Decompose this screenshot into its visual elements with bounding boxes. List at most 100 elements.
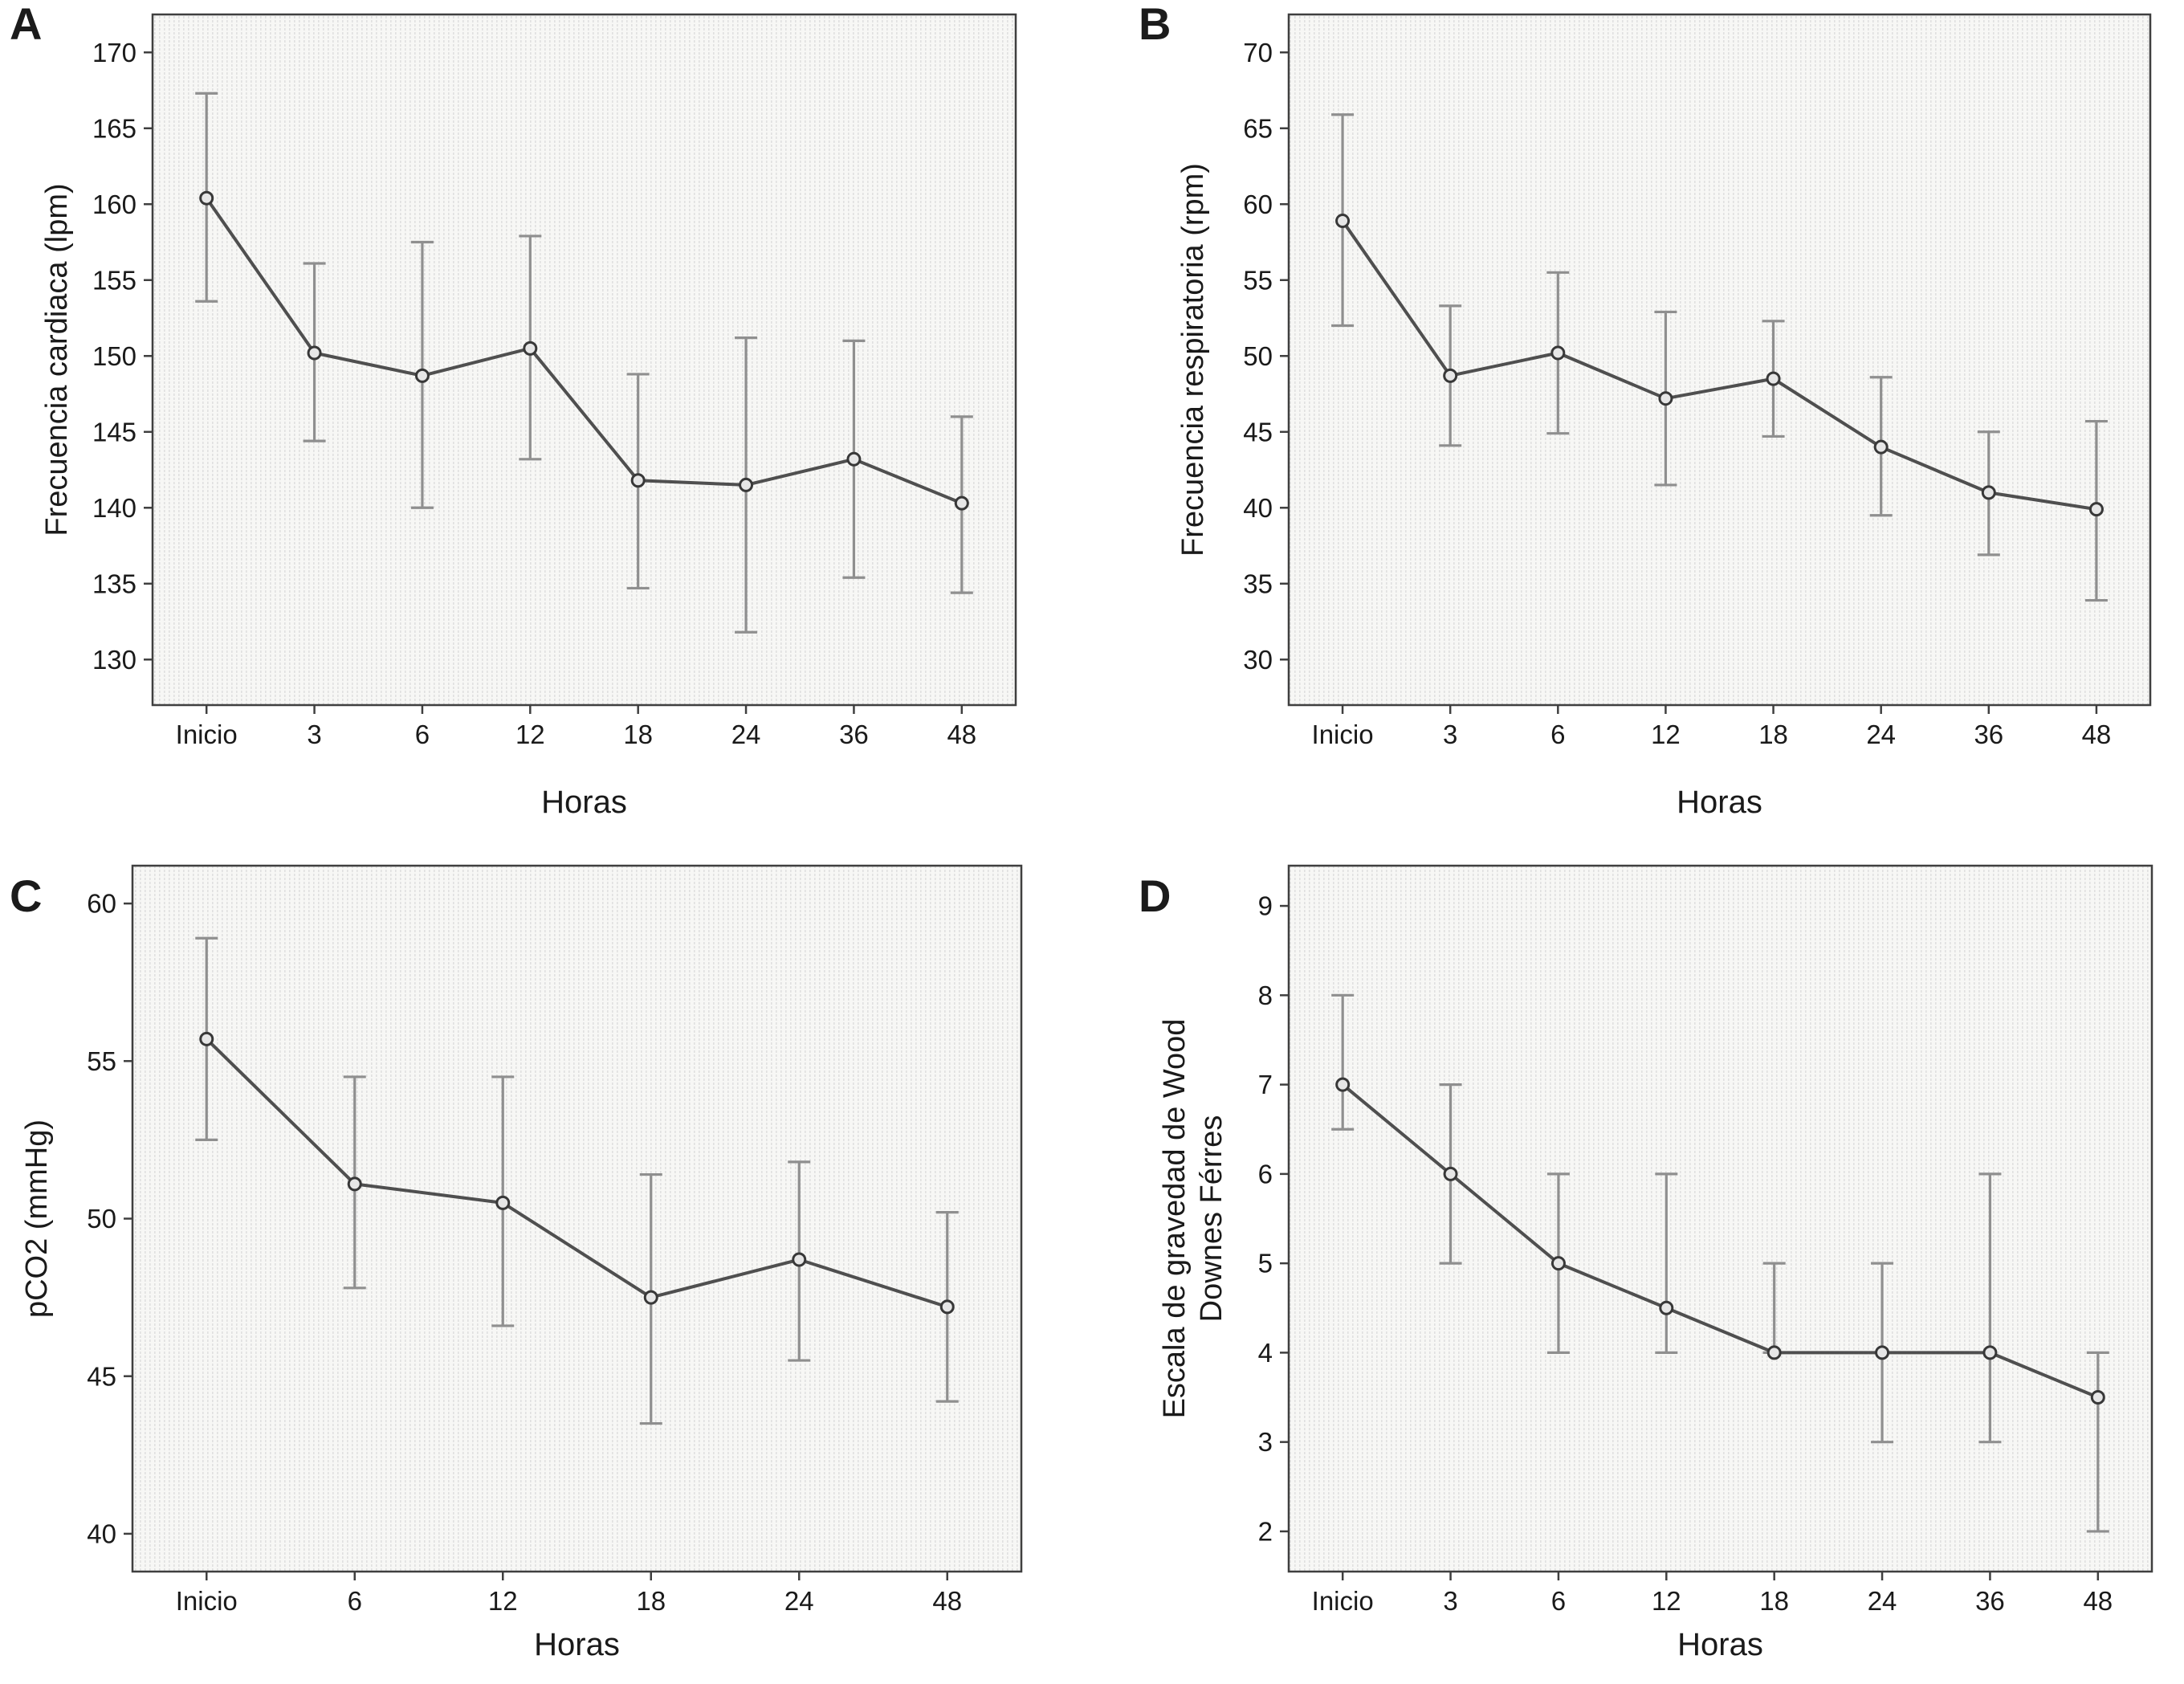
y-tick-label: 45	[1243, 417, 1273, 446]
x-axis: Inicio 3 6 12 18 24 36 48	[1312, 1572, 2113, 1616]
data-point	[495, 1195, 511, 1210]
data-point	[199, 190, 214, 206]
x-axis-title: Horas	[1677, 785, 1762, 820]
x-tick-label: 48	[2082, 720, 2112, 749]
panel-b: B 30 35 40 45 50 55 60 65 70 Inicio 3 6 12 18 24 36 48 Ho…	[1092, 0, 2184, 842]
x-tick-label: 36	[1975, 1586, 2005, 1616]
y-tick-label: 160	[92, 190, 136, 219]
y-tick-label: 165	[92, 113, 136, 143]
y-tick-label: 6	[1258, 1159, 1273, 1189]
x-tick-label: 48	[947, 720, 976, 749]
y-tick-label: 60	[87, 889, 116, 919]
x-axis: Inicio 3 6 12 18 24 36 48	[176, 705, 976, 749]
y-tick-label: 3	[1258, 1427, 1273, 1457]
data-point	[1550, 1256, 1566, 1271]
data-point	[1658, 391, 1673, 406]
data-point	[954, 495, 969, 511]
panel-c: C 40 45 50 55 60 Inicio 6 12 18 24 48 Horas pCO2 (mm…	[0, 842, 1092, 1684]
data-point	[199, 1031, 214, 1046]
data-point	[1335, 214, 1351, 229]
x-tick-label: 12	[1651, 720, 1681, 749]
x-tick-label: 6	[415, 720, 430, 749]
x-tick-label: 3	[307, 720, 321, 749]
x-tick-label: 36	[839, 720, 869, 749]
x-tick-label: 24	[1866, 720, 1896, 749]
y-tick-label: 60	[1243, 190, 1273, 219]
x-tick-label: 18	[1759, 1586, 1789, 1616]
data-point	[1443, 1166, 1458, 1181]
data-point	[1335, 1077, 1351, 1092]
y-axis-title: Escala de gravedad de Wood Downes Férres	[1158, 1019, 1228, 1419]
x-tick-label: Inicio	[1312, 1586, 1374, 1616]
x-axis: Inicio 6 12 18 24 48	[176, 1572, 962, 1616]
series-line	[205, 197, 963, 505]
data-point	[939, 1299, 955, 1315]
data-point	[643, 1290, 658, 1305]
x-axis-title: Horas	[541, 785, 627, 820]
data-point	[1982, 1345, 1998, 1360]
y-tick-label: 130	[92, 645, 136, 675]
plot-area	[1289, 14, 2150, 705]
y-tick-label: 40	[1243, 493, 1273, 523]
x-tick-label: 24	[731, 720, 761, 749]
y-tick-label: 30	[1243, 645, 1273, 675]
x-tick-label: 3	[1443, 1586, 1457, 1616]
y-tick-label: 150	[92, 341, 136, 371]
y-tick-label: 4	[1258, 1338, 1273, 1368]
plot-frame	[151, 13, 1017, 707]
y-tick-label: 40	[87, 1519, 116, 1548]
y-tick-label: 135	[92, 569, 136, 598]
data-point	[523, 340, 538, 356]
series-line	[1341, 1083, 2099, 1399]
plot-area	[1289, 866, 2152, 1572]
x-axis-title: Horas	[534, 1627, 620, 1662]
x-tick-label: 36	[1974, 720, 2003, 749]
data-point	[307, 345, 322, 361]
data-point	[1766, 371, 1781, 386]
x-tick-label: 6	[1550, 720, 1565, 749]
panel-b-label: B	[1139, 0, 1171, 49]
chart-c-canvas: 40 45 50 55 60 Inicio 6 12 18 24 48 Horas pCO2 (mmHg…	[20, 864, 1023, 1662]
plot-frame	[1287, 864, 2153, 1573]
data-point	[792, 1252, 807, 1267]
x-tick-label: 12	[515, 720, 545, 749]
y-tick-label: 55	[87, 1046, 116, 1076]
data-point	[1873, 439, 1889, 455]
data-points	[1335, 1077, 2105, 1405]
data-points	[199, 1031, 955, 1315]
x-tick-label: 12	[1652, 1586, 1681, 1616]
x-tick-label: 18	[623, 720, 653, 749]
x-tick-label: 48	[932, 1586, 962, 1616]
x-tick-label: Inicio	[1312, 720, 1374, 749]
y-tick-label: 35	[1243, 569, 1273, 598]
data-point	[1659, 1300, 1674, 1315]
data-point	[1443, 368, 1458, 383]
x-tick-label: 18	[1758, 720, 1788, 749]
x-tick-label: 48	[2083, 1586, 2113, 1616]
plot-area	[132, 866, 1021, 1572]
x-tick-label: Inicio	[176, 720, 238, 749]
y-tick-label: 170	[92, 38, 136, 67]
x-tick-label: 12	[488, 1586, 518, 1616]
series-line	[205, 1038, 948, 1309]
y-tick-label: 55	[1243, 265, 1273, 295]
y-axis-title: Frecuencia cardiaca (lpm)	[40, 183, 74, 536]
y-axis-title: Frecuencia respiratoria (rpm)	[1176, 163, 1210, 557]
x-tick-label: 24	[784, 1586, 814, 1616]
y-axis: 130 135 140 145 150 155 160 165 170	[92, 38, 153, 675]
panel-c-label: C	[10, 871, 43, 921]
plot-area	[153, 14, 1016, 705]
data-point	[2090, 1390, 2105, 1405]
y-tick-label: 70	[1243, 38, 1273, 67]
y-tick-label: 5	[1258, 1249, 1273, 1278]
data-points	[1335, 214, 2104, 517]
data-point	[414, 368, 430, 383]
y-tick-label: 7	[1258, 1070, 1273, 1099]
panel-d: D 2 3 4 5 6 7 8 9 Inicio 3 6 12 18 24 36 48 Horas Escala …	[1092, 842, 2184, 1684]
x-tick-label: 6	[348, 1586, 362, 1616]
x-tick-label: 18	[636, 1586, 666, 1616]
y-axis: 2 3 4 5 6 7 8 9	[1258, 891, 1289, 1546]
